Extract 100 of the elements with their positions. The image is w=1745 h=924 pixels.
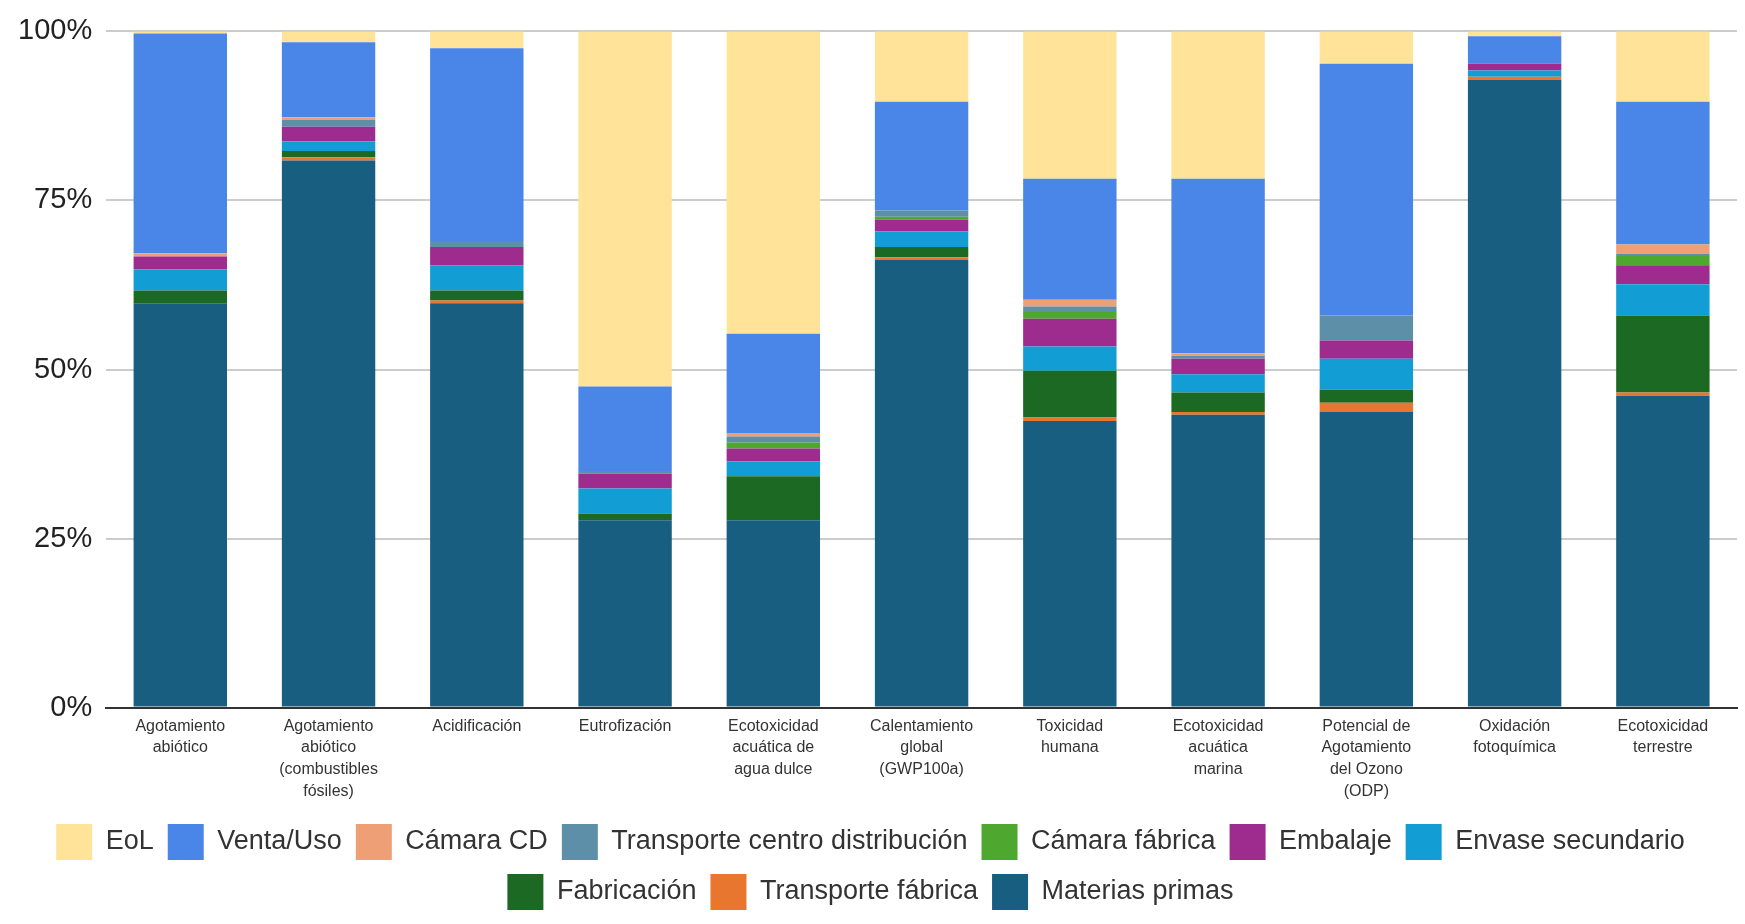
bar xyxy=(1616,244,1710,254)
bar xyxy=(1467,70,1562,77)
x-tick-label: Toxicidad humana xyxy=(1036,716,1104,756)
bar xyxy=(1171,412,1265,415)
bar xyxy=(281,126,376,142)
bar xyxy=(1616,392,1710,396)
legend-label: EoL xyxy=(105,825,154,856)
x-tick-label: Acidificación xyxy=(432,716,522,734)
y-tick-label: 0% xyxy=(50,689,93,722)
bar xyxy=(874,219,969,232)
bar xyxy=(133,253,227,257)
y-tick-label: 75% xyxy=(34,182,93,215)
x-tick-label: Ecotoxicidad terrestre xyxy=(1617,716,1709,756)
legend-label: Transporte centro distribución xyxy=(611,825,968,856)
legend-label: Materias primas xyxy=(1041,875,1234,906)
bar xyxy=(1467,36,1562,64)
bar xyxy=(726,333,821,434)
bar xyxy=(1171,358,1265,375)
bar xyxy=(1319,412,1414,707)
legend-label: Embalaje xyxy=(1279,825,1392,856)
bar xyxy=(1171,178,1265,354)
bar xyxy=(874,231,969,248)
bar xyxy=(726,476,821,521)
bar xyxy=(874,31,969,102)
bar xyxy=(874,101,969,211)
bar xyxy=(1467,63,1562,71)
bar xyxy=(1319,31,1414,64)
bar xyxy=(281,117,376,120)
bar xyxy=(430,303,524,707)
bar xyxy=(1023,312,1117,319)
x-tick-label: Agotamiento abiótico xyxy=(135,716,226,756)
bar xyxy=(430,48,524,242)
bar xyxy=(281,160,376,707)
bar xyxy=(1023,306,1117,313)
y-tick-label: 50% xyxy=(34,351,93,384)
bar xyxy=(1319,340,1414,359)
bar xyxy=(1616,284,1710,316)
bar xyxy=(874,259,969,707)
bar xyxy=(726,448,821,462)
bar xyxy=(281,119,376,127)
bar xyxy=(1319,389,1414,403)
bar xyxy=(578,470,672,474)
legend-label: Envase secundario xyxy=(1455,825,1685,856)
bar xyxy=(1616,395,1710,707)
y-tick-label: 25% xyxy=(34,520,93,553)
bar xyxy=(1023,178,1117,300)
bar xyxy=(726,436,821,443)
x-tick-label: Oxidación fotoquímica xyxy=(1473,716,1557,756)
x-tick-label: Calentamiento global (GWP100a) xyxy=(870,716,974,778)
bar xyxy=(1023,31,1117,179)
bar xyxy=(578,520,672,707)
bar xyxy=(1616,101,1710,245)
bar xyxy=(281,157,376,161)
bar xyxy=(430,265,524,291)
bar xyxy=(726,442,821,449)
bar xyxy=(578,473,672,489)
bar xyxy=(281,31,376,43)
bar xyxy=(726,520,821,707)
bar xyxy=(1319,358,1414,390)
x-tick-label: Potencial de Agotamiento del Ozono (ODP) xyxy=(1321,716,1412,799)
bar xyxy=(1171,374,1265,393)
bar xyxy=(1023,370,1117,418)
bar xyxy=(1023,420,1117,707)
bar xyxy=(1467,80,1562,707)
bar xyxy=(430,247,524,266)
bar xyxy=(726,31,821,334)
x-tick-label: Eutrofización xyxy=(578,716,672,734)
bar xyxy=(578,31,672,387)
legend-label: Cámara fábrica xyxy=(1031,825,1217,856)
bar xyxy=(430,290,524,301)
bar xyxy=(1171,31,1265,179)
y-tick-label: 100% xyxy=(18,13,93,46)
bar xyxy=(1616,31,1710,102)
legend-label: Cámara CD xyxy=(405,825,548,856)
bar xyxy=(1023,299,1117,307)
bar xyxy=(1023,346,1117,371)
bar xyxy=(133,256,227,270)
bar xyxy=(133,290,227,304)
bar xyxy=(578,488,672,514)
bar xyxy=(726,461,821,477)
bar xyxy=(1616,255,1710,266)
legend-label: Fabricación xyxy=(556,875,697,906)
bar xyxy=(1023,318,1117,347)
bar xyxy=(578,386,672,471)
bar xyxy=(430,31,524,49)
legend-label: Transporte fábrica xyxy=(759,875,980,906)
bar xyxy=(133,303,227,707)
bar xyxy=(874,257,969,260)
x-tick-label: Agotamiento abiótico (combustibles fósiles) xyxy=(279,716,378,799)
bar xyxy=(874,247,969,258)
bar xyxy=(133,33,227,254)
bar xyxy=(874,210,969,217)
bar xyxy=(1171,414,1265,707)
bar xyxy=(1616,315,1710,393)
bar xyxy=(1616,265,1710,285)
bar xyxy=(281,42,376,118)
bar xyxy=(1171,392,1265,413)
bar xyxy=(281,151,376,158)
bar xyxy=(1319,315,1414,341)
bar xyxy=(1616,253,1710,256)
